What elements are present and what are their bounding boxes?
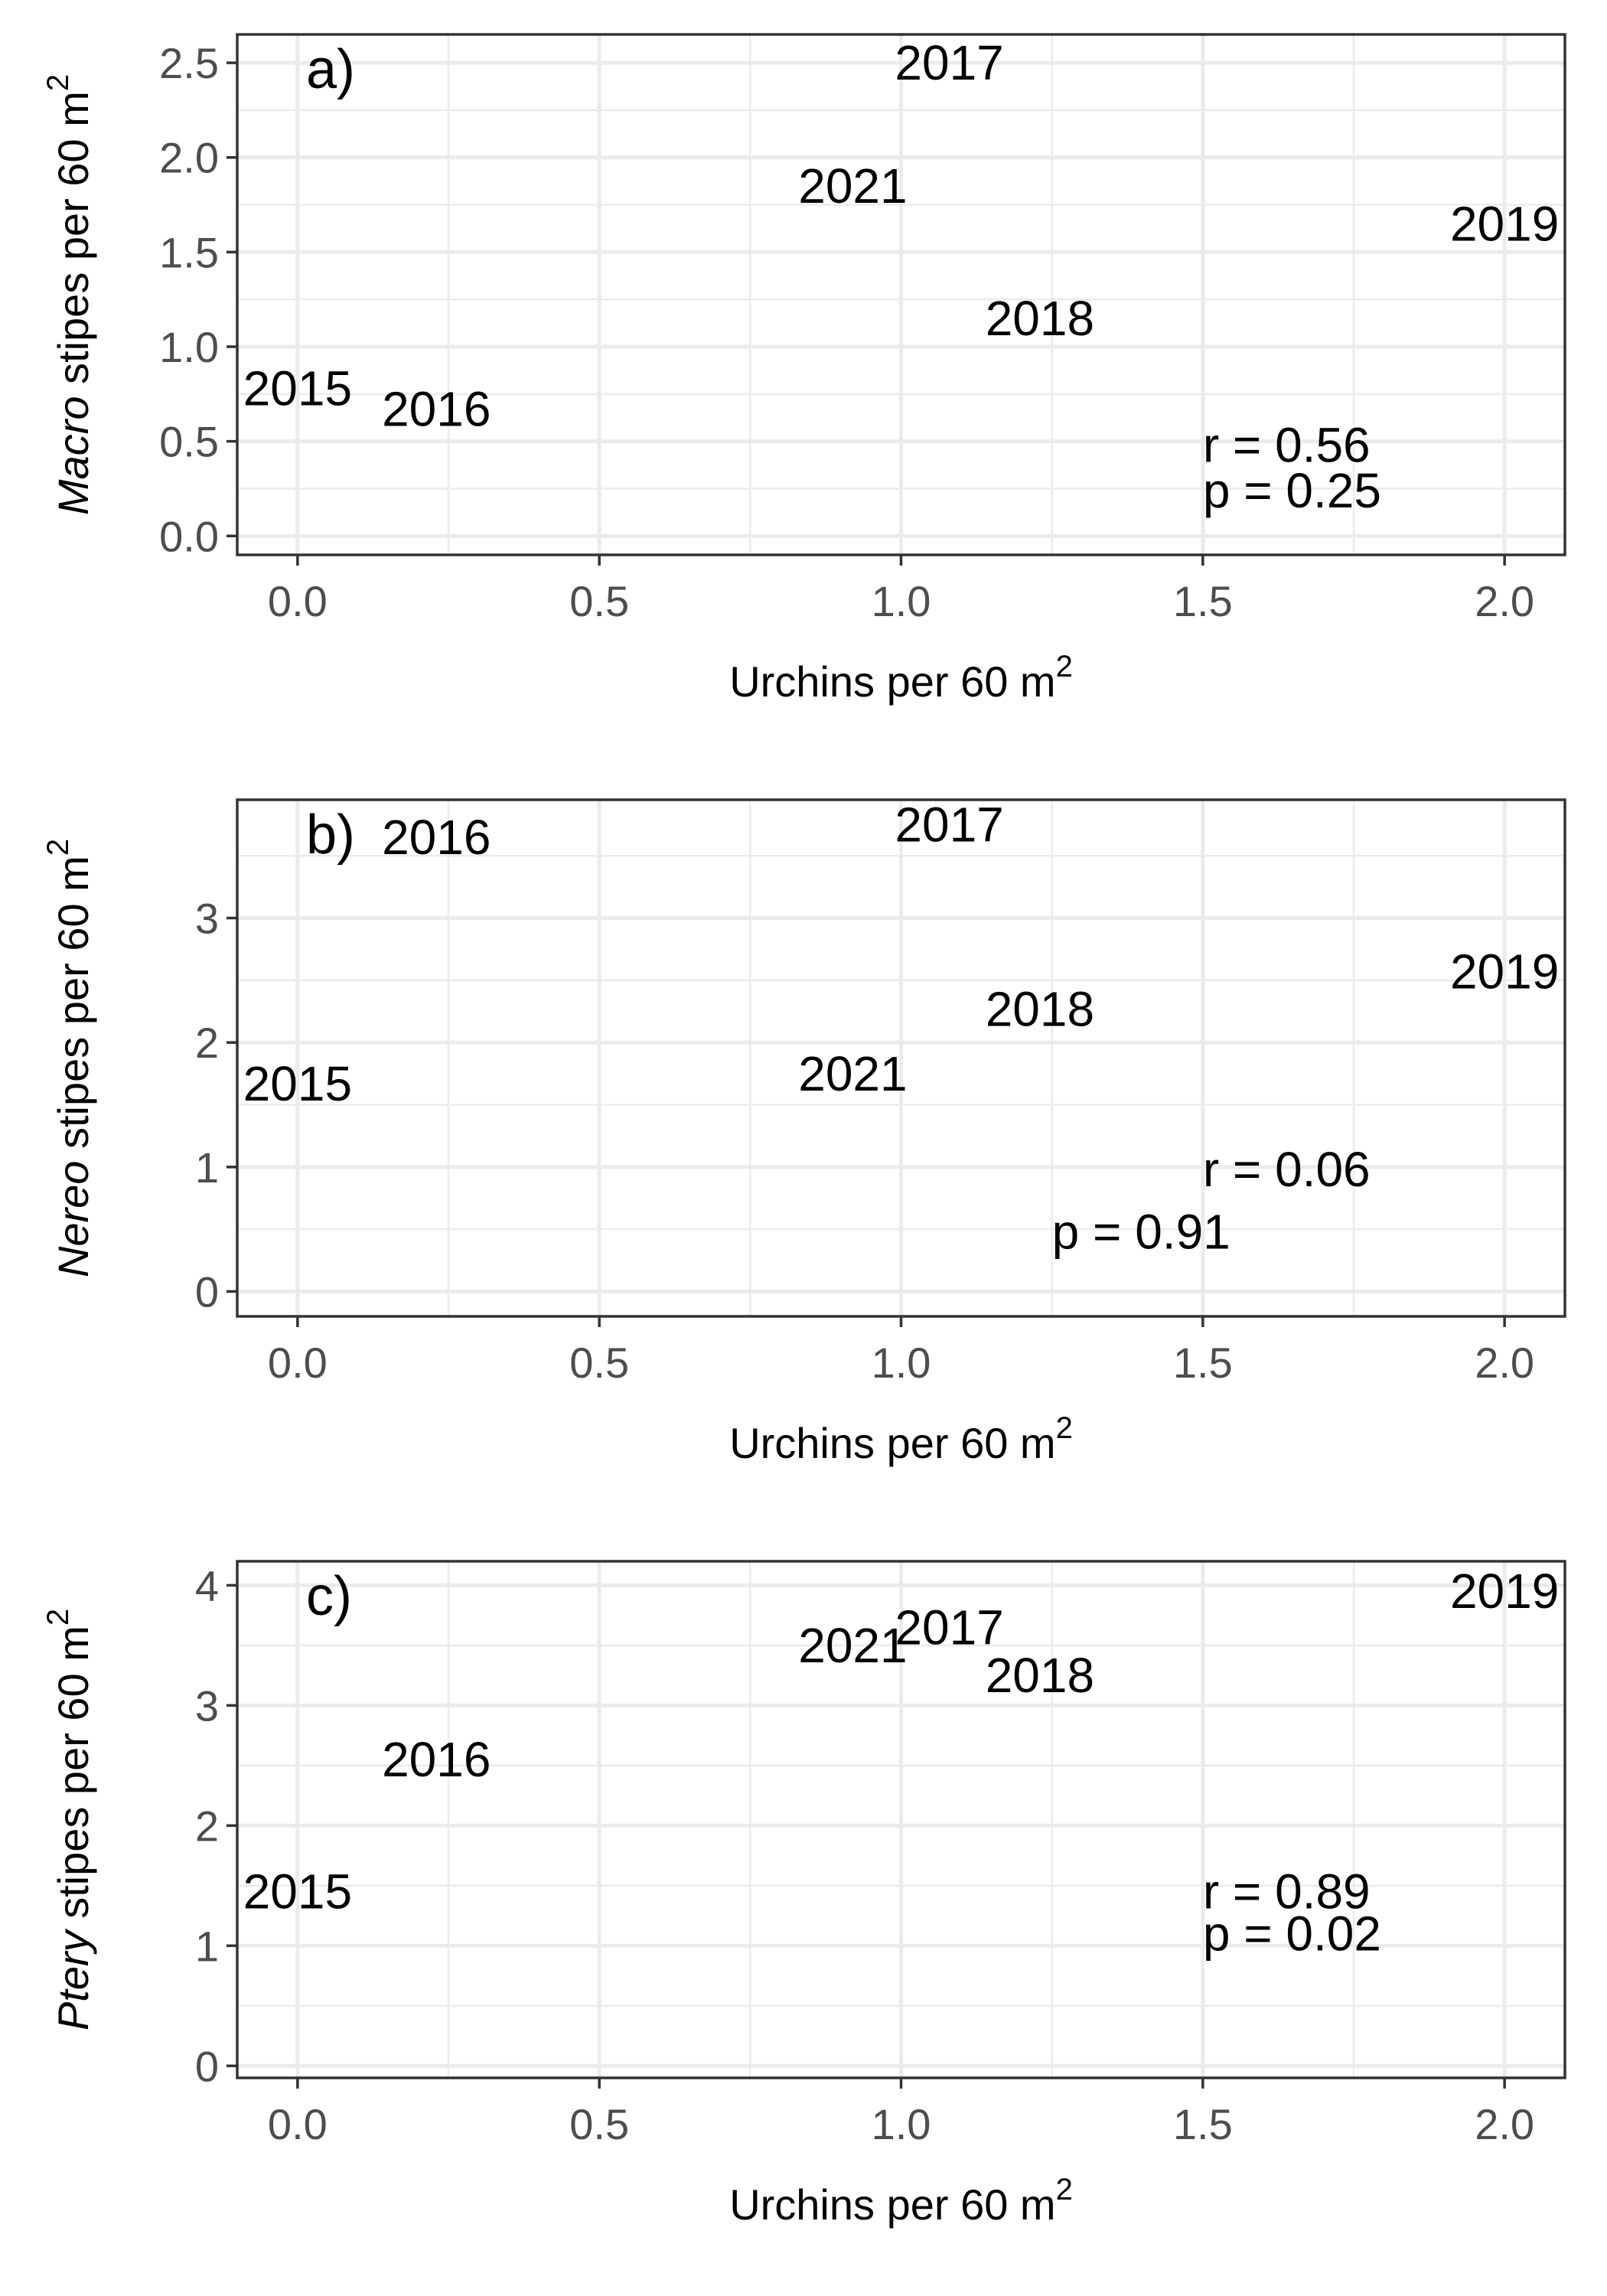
x-tick-label: 0.0 [268,2100,328,2148]
x-axis-title: Urchins per 60 m2 [729,2173,1073,2229]
p-value-annotation: p = 0.91 [1052,1204,1231,1259]
point-label-2016: 2016 [382,810,491,865]
x-axis-title: Urchins per 60 m2 [729,1411,1073,1467]
x-axis-title: Urchins per 60 m2 [729,650,1073,706]
x-tick-label: 0.5 [569,577,629,625]
point-label-2018: 2018 [986,1648,1094,1703]
x-tick-label: 1.5 [1173,1339,1233,1387]
y-axis-title: Nereo stipes per 60 m2 [41,839,97,1277]
y-tick-label: 1 [195,1922,219,1970]
point-label-2021: 2021 [798,1046,907,1101]
y-tick-label: 2.0 [159,134,219,182]
y-tick-label: 2.5 [159,39,219,87]
correlation-annotation: r = 0.56 [1203,418,1371,473]
y-tick-label: 0.5 [159,418,219,466]
x-tick-label: 2.0 [1475,577,1534,625]
panel-1: 0.0 0.5 1.0 1.5 2.0 0.0 0.5 1.0 1.5 2.0 2.5 Urchins… [41,33,1566,706]
point-label-2021: 2021 [798,158,907,214]
y-tick-label: 0 [195,1267,219,1316]
y-axis-title: Ptery stipes per 60 m2 [41,1609,97,2030]
correlation-annotation: r = 0.06 [1203,1142,1371,1197]
x-tick-label: 0.0 [268,577,328,625]
point-label-2015: 2015 [243,1056,352,1111]
x-tick-label: 1.0 [872,577,931,625]
x-tick-label: 1.0 [872,2100,931,2148]
correlation-annotation: r = 0.89 [1203,1864,1371,1919]
y-tick-label: 3 [195,1681,219,1730]
point-label-2017: 2017 [895,35,1003,90]
point-label-2016: 2016 [382,382,491,437]
x-tick-label: 2.0 [1475,1339,1534,1387]
point-label-2019: 2019 [1450,944,1559,999]
x-tick-label: 0.5 [569,1339,629,1387]
x-tick-label: 1.5 [1173,577,1233,625]
y-tick-label: 1.0 [159,323,219,371]
y-axis-title: Macro stipes per 60 m2 [41,74,97,515]
point-label-2017: 2017 [895,797,1003,853]
x-tick-label: 1.0 [872,1339,931,1387]
panel-label: c) [306,1566,352,1627]
x-tick-label: 0.5 [569,2100,629,2148]
y-tick-label: 2 [195,1019,219,1067]
point-label-2021: 2021 [798,1618,907,1673]
y-tick-label: 1.5 [159,228,219,276]
panel-label: a) [306,39,355,100]
y-tick-label: 1 [195,1143,219,1192]
point-label-2015: 2015 [243,1864,352,1919]
point-label-2019: 2019 [1450,1564,1559,1619]
y-tick-label: 4 [195,1561,219,1609]
y-tick-label: 0.0 [159,512,219,560]
y-tick-label: 3 [195,895,219,943]
panel-label: b) [306,804,355,866]
point-label-2018: 2018 [986,291,1094,346]
x-tick-label: 1.5 [1173,2100,1233,2148]
x-tick-label: 2.0 [1475,2100,1534,2148]
point-label-2018: 2018 [986,981,1094,1036]
y-tick-label: 2 [195,1802,219,1850]
panel-2: 0.0 0.5 1.0 1.5 2.0 0 1 2 3 Urchins per 60 m2 Nere… [41,797,1566,1467]
y-tick-label: 0 [195,2042,219,2090]
point-label-2015: 2015 [243,360,352,416]
panel-3: 0.0 0.5 1.0 1.5 2.0 0 1 2 3 4 Urchins per 60 m2 Pte… [41,1560,1566,2229]
point-label-2019: 2019 [1450,196,1559,251]
point-label-2017: 2017 [895,1600,1003,1655]
x-tick-label: 0.0 [268,1339,328,1387]
p-value-annotation: p = 0.25 [1203,463,1381,518]
point-label-2016: 2016 [382,1732,491,1787]
p-value-annotation: p = 0.02 [1203,1906,1381,1962]
